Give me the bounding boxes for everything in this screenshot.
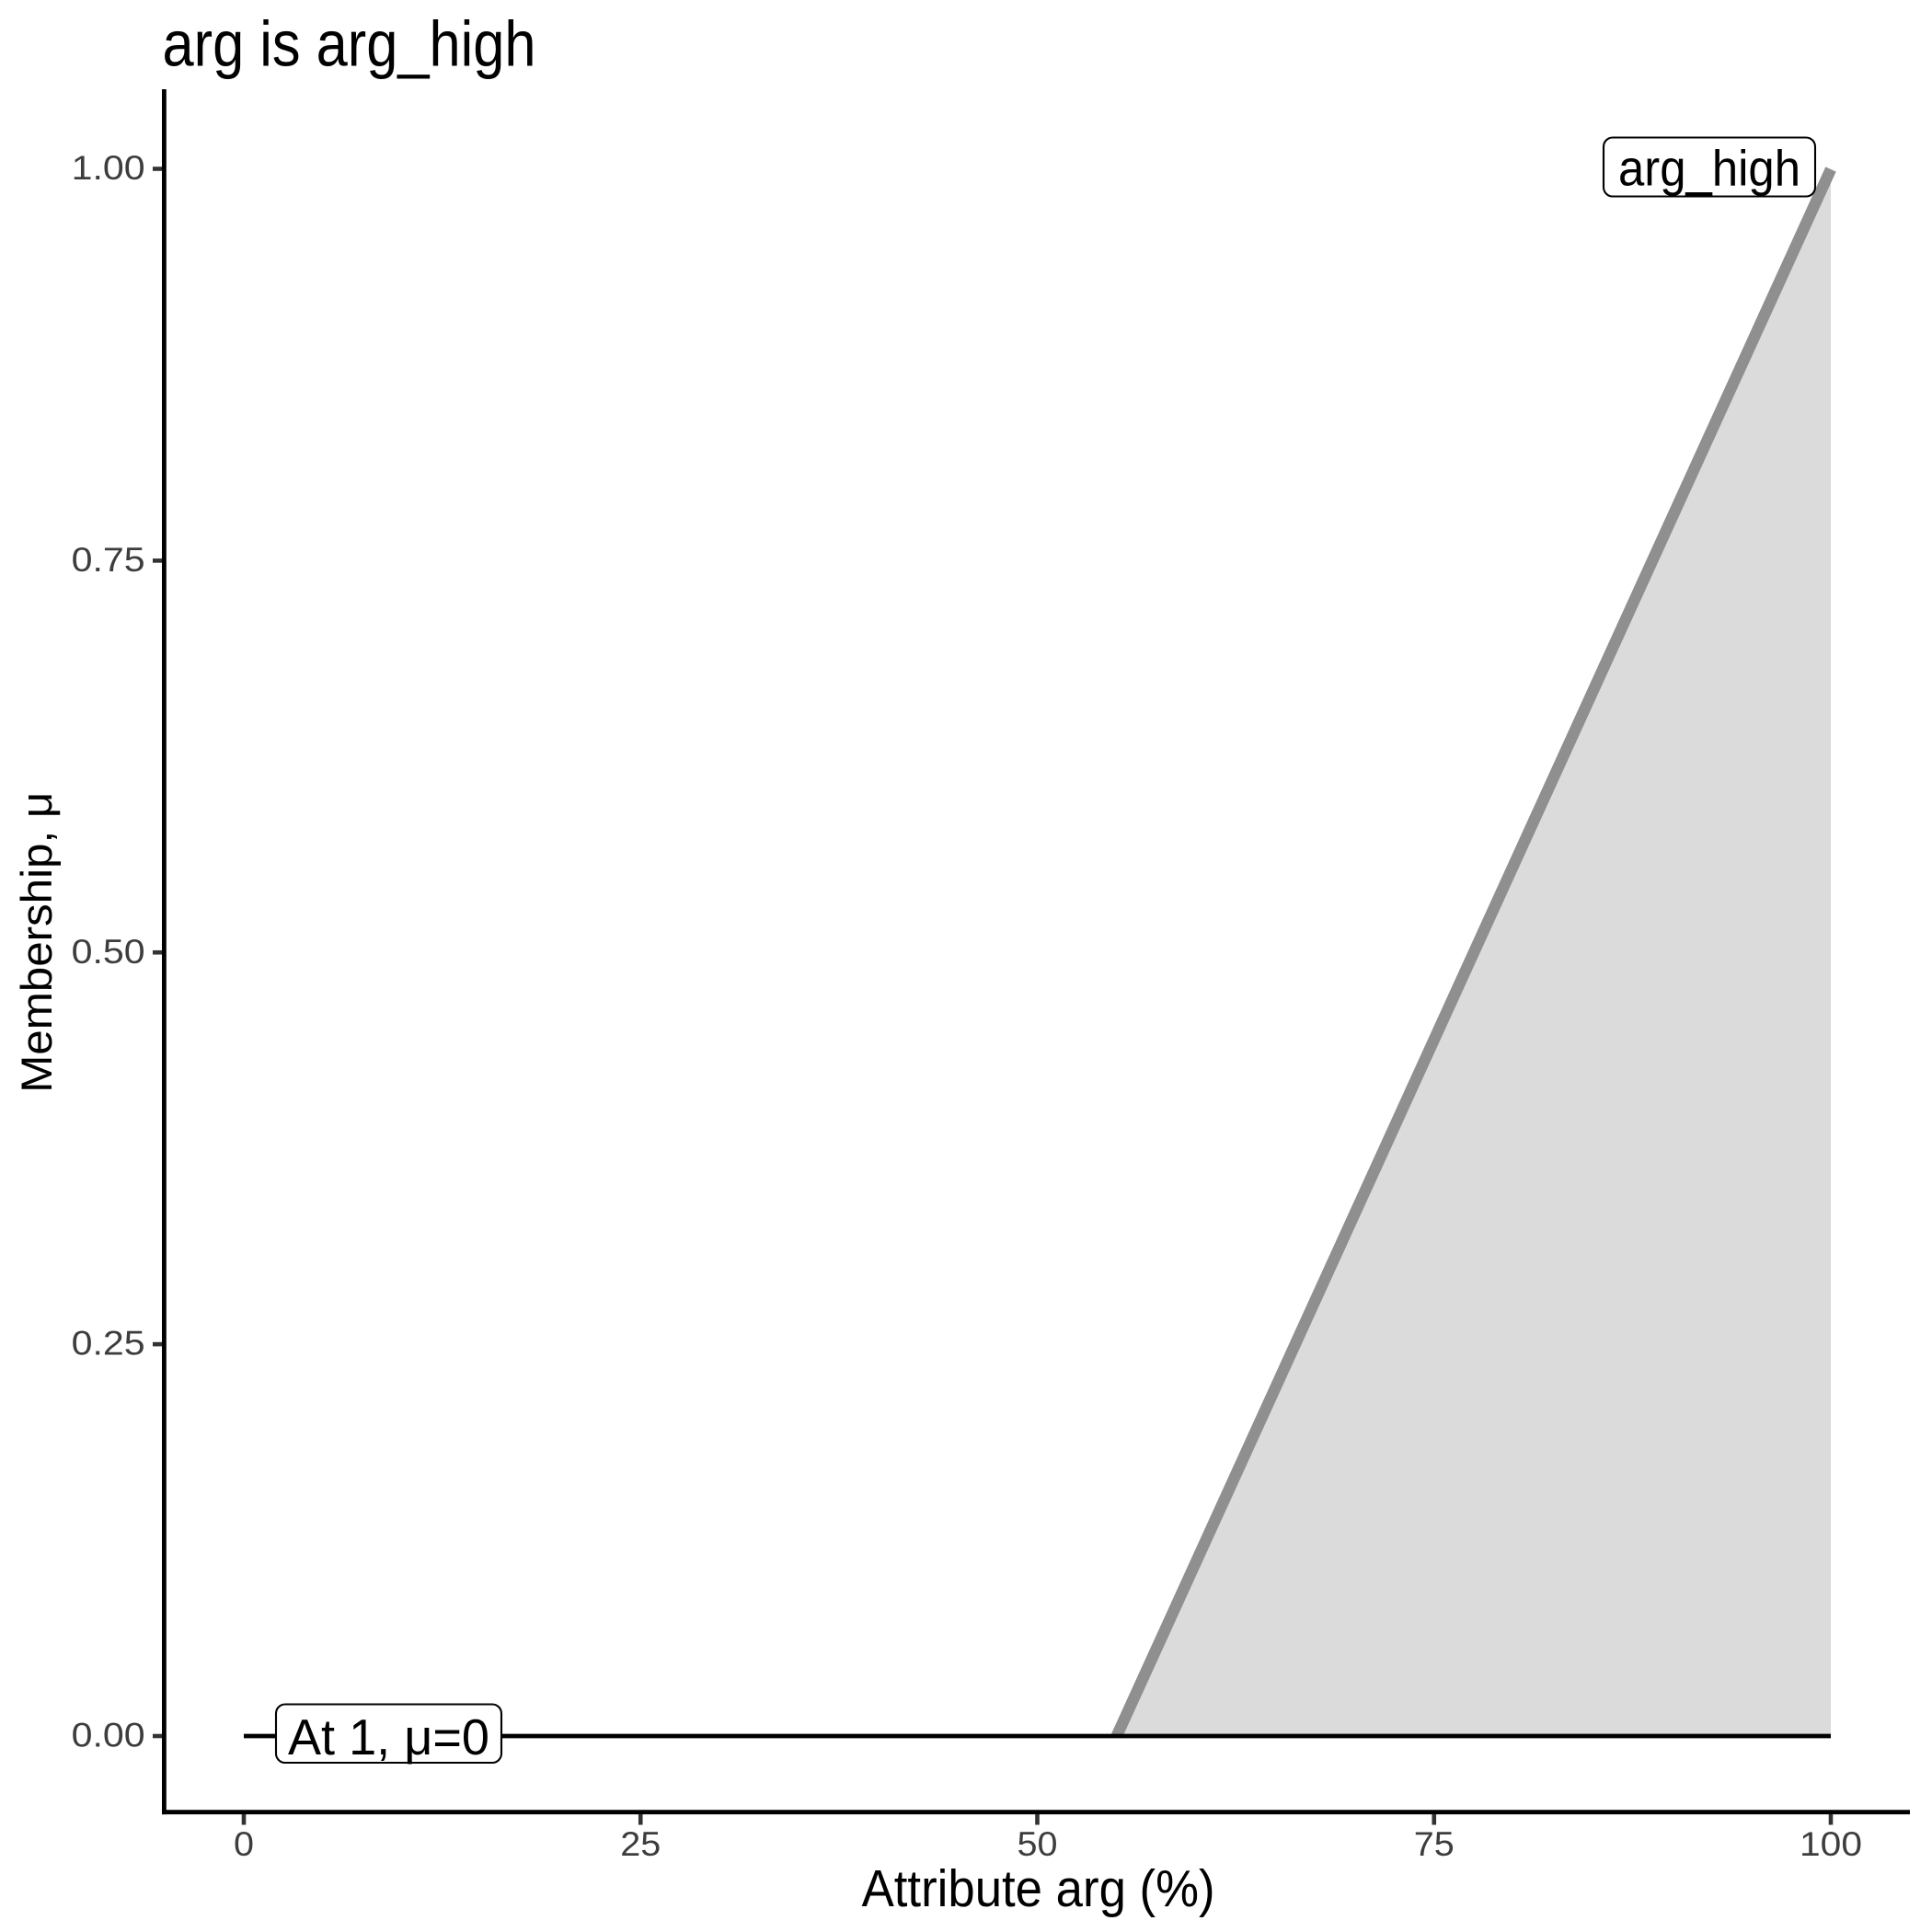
svg-text:25: 25 bbox=[620, 1825, 661, 1863]
svg-text:0.75: 0.75 bbox=[72, 541, 145, 579]
svg-text:0.00: 0.00 bbox=[72, 1717, 145, 1754]
svg-text:0: 0 bbox=[234, 1825, 254, 1863]
svg-text:100: 100 bbox=[1800, 1825, 1862, 1863]
svg-text:0.25: 0.25 bbox=[72, 1325, 145, 1363]
svg-text:Membership, μ: Membership, μ bbox=[12, 792, 61, 1093]
svg-text:Attribute arg (%): Attribute arg (%) bbox=[862, 1859, 1215, 1918]
svg-text:50: 50 bbox=[1018, 1825, 1058, 1863]
svg-text:75: 75 bbox=[1414, 1825, 1455, 1863]
svg-text:1.00: 1.00 bbox=[72, 149, 145, 187]
svg-text:arg is arg_high: arg is arg_high bbox=[163, 7, 536, 79]
svg-text:0.50: 0.50 bbox=[72, 933, 145, 971]
svg-text:At 1, μ=0: At 1, μ=0 bbox=[288, 1708, 489, 1765]
svg-text:arg_high: arg_high bbox=[1618, 140, 1800, 197]
